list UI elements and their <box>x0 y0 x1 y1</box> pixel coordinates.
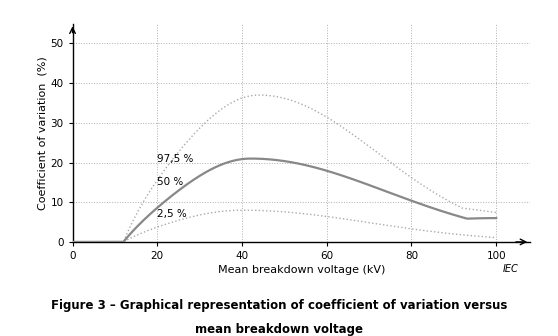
Text: 97,5 %: 97,5 % <box>157 154 194 164</box>
Text: mean breakdown voltage: mean breakdown voltage <box>195 323 363 336</box>
Text: IEC: IEC <box>503 264 519 274</box>
Y-axis label: Coefficient of variation  (%): Coefficient of variation (%) <box>37 56 47 210</box>
X-axis label: Mean breakdown voltage (kV): Mean breakdown voltage (kV) <box>218 265 385 275</box>
Text: 2,5 %: 2,5 % <box>157 209 187 219</box>
Text: 50 %: 50 % <box>157 177 184 187</box>
Text: Figure 3 – Graphical representation of coefficient of variation versus: Figure 3 – Graphical representation of c… <box>51 299 507 312</box>
